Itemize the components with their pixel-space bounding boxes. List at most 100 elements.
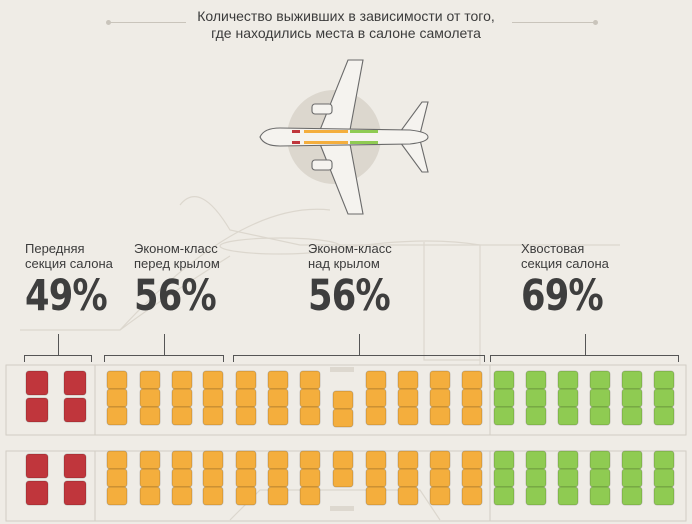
seat-economy bbox=[429, 406, 451, 426]
seat-economy bbox=[139, 406, 161, 426]
seat-economy bbox=[235, 468, 257, 488]
seat-tail bbox=[589, 450, 611, 470]
seat-tail bbox=[589, 370, 611, 390]
seat-tail bbox=[493, 468, 515, 488]
title-line-2: где находились места в салоне самолета bbox=[211, 25, 481, 41]
seat-economy bbox=[202, 486, 224, 506]
bracket-tail bbox=[490, 334, 679, 362]
title-line-1: Количество выживших в зависимости от тог… bbox=[197, 8, 495, 24]
seat-economy bbox=[106, 450, 128, 470]
seat-economy bbox=[365, 486, 387, 506]
seat-economy bbox=[429, 370, 451, 390]
seat-economy bbox=[202, 388, 224, 408]
seat-front bbox=[63, 453, 87, 479]
seat-economy bbox=[171, 388, 193, 408]
seat-tail bbox=[653, 450, 675, 470]
seat-front bbox=[25, 453, 49, 479]
seat-economy bbox=[171, 468, 193, 488]
seat-economy bbox=[461, 486, 483, 506]
bracket-front bbox=[24, 334, 92, 362]
seat-economy bbox=[235, 388, 257, 408]
seat-tail bbox=[589, 468, 611, 488]
seat-economy bbox=[461, 468, 483, 488]
section-economy-wing-percent: 56% bbox=[308, 271, 391, 321]
seat-economy bbox=[202, 450, 224, 470]
seat-tail bbox=[621, 388, 643, 408]
section-economy-wing: Эконом-класс над крылом 56% bbox=[308, 241, 408, 318]
seat-economy bbox=[299, 450, 321, 470]
seat-economy bbox=[365, 370, 387, 390]
seat-economy bbox=[429, 468, 451, 488]
seat-tail bbox=[525, 450, 547, 470]
seat-economy bbox=[139, 450, 161, 470]
seat-economy bbox=[106, 468, 128, 488]
bracket-economy-front bbox=[104, 334, 224, 362]
seat-economy bbox=[461, 370, 483, 390]
section-front-label: Передняя секция салона bbox=[25, 241, 113, 271]
seat-economy bbox=[235, 450, 257, 470]
seat-economy bbox=[397, 450, 419, 470]
seat-economy bbox=[171, 486, 193, 506]
seat-tail bbox=[621, 370, 643, 390]
seat-tail bbox=[493, 370, 515, 390]
seat-economy bbox=[397, 468, 419, 488]
seat-economy bbox=[267, 388, 289, 408]
seat-economy bbox=[365, 450, 387, 470]
cabin-seat-map bbox=[5, 364, 687, 522]
seat-economy bbox=[139, 370, 161, 390]
seat-economy bbox=[397, 370, 419, 390]
seat-tail bbox=[557, 370, 579, 390]
seat-tail bbox=[653, 370, 675, 390]
section-economy-front-percent: 56% bbox=[134, 271, 217, 321]
section-front: Передняя секция салона 49% bbox=[25, 241, 125, 318]
seat-economy bbox=[267, 486, 289, 506]
seat-front bbox=[25, 480, 49, 506]
seat-economy bbox=[299, 388, 321, 408]
section-tail-label: Хвостовая секция салона bbox=[521, 241, 609, 271]
seat-economy bbox=[267, 406, 289, 426]
seat-economy bbox=[397, 388, 419, 408]
seat-front bbox=[25, 370, 49, 396]
airplane-icon bbox=[259, 59, 429, 215]
seat-tail bbox=[621, 468, 643, 488]
seat-tail bbox=[557, 406, 579, 426]
title-rule-left bbox=[106, 20, 186, 25]
seat-economy bbox=[429, 486, 451, 506]
seat-tail bbox=[621, 406, 643, 426]
seat-tail bbox=[493, 450, 515, 470]
seat-economy bbox=[397, 406, 419, 426]
seat-economy bbox=[461, 388, 483, 408]
seat-economy bbox=[299, 406, 321, 426]
seat-economy bbox=[139, 468, 161, 488]
seat-tail bbox=[653, 406, 675, 426]
seat-economy bbox=[106, 388, 128, 408]
seat-front bbox=[63, 397, 87, 423]
seat-tail bbox=[653, 388, 675, 408]
seat-economy bbox=[299, 486, 321, 506]
section-front-percent: 49% bbox=[25, 271, 108, 321]
seat-economy bbox=[429, 450, 451, 470]
seat-economy bbox=[106, 370, 128, 390]
seat-economy bbox=[332, 468, 354, 488]
seat-economy bbox=[461, 406, 483, 426]
seat-economy bbox=[299, 370, 321, 390]
seat-front bbox=[25, 397, 49, 423]
seat-economy bbox=[106, 406, 128, 426]
bracket-economy-wing bbox=[233, 334, 485, 362]
seat-economy bbox=[365, 388, 387, 408]
seat-economy bbox=[235, 406, 257, 426]
seat-economy bbox=[106, 486, 128, 506]
seat-tail bbox=[653, 486, 675, 506]
section-economy-front-label: Эконом-класс перед крылом bbox=[134, 241, 220, 271]
seat-economy bbox=[332, 390, 354, 410]
seat-tail bbox=[525, 486, 547, 506]
seat-tail bbox=[525, 406, 547, 426]
seat-economy bbox=[429, 388, 451, 408]
seat-economy bbox=[332, 450, 354, 470]
diagram-title: Количество выживших в зависимости от тог… bbox=[0, 8, 692, 42]
seat-economy bbox=[202, 468, 224, 488]
seat-economy bbox=[171, 406, 193, 426]
seat-front bbox=[63, 480, 87, 506]
seat-tail bbox=[525, 388, 547, 408]
seat-economy bbox=[202, 406, 224, 426]
